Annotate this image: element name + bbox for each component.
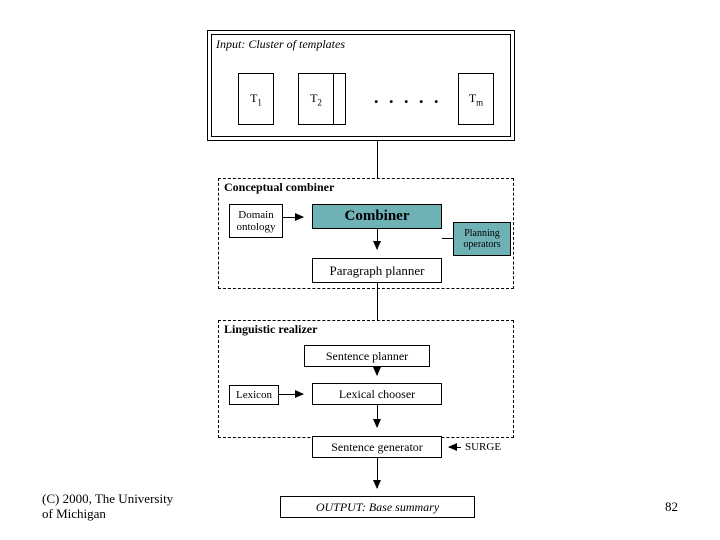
output-box: OUTPUT: Base summary (280, 496, 475, 518)
arrow-lexicon-to-chooser (279, 394, 303, 395)
sentence-planner-box: Sentence planner (304, 345, 430, 367)
lexical-chooser-box: Lexical chooser (312, 383, 442, 405)
tm-label: Tm (469, 91, 483, 107)
arrow-generator-to-surge-rev (449, 447, 461, 448)
arrow-lexical-to-generator (377, 405, 378, 427)
t1-label: T1 (250, 91, 262, 107)
input-panel: Input: Cluster of templates T1 T2 . . . … (207, 30, 515, 141)
domain-ontology-box: Domain ontology (229, 204, 283, 238)
template-t2: T2 (298, 73, 334, 125)
t2-label: T2 (310, 91, 322, 107)
realizer-panel (218, 320, 514, 438)
template-t1: T1 (238, 73, 274, 125)
arrow-domain-to-combiner (283, 217, 303, 218)
footer-copyright: (C) 2000, The University of Michigan (42, 491, 173, 522)
sentence-generator-box: Sentence generator (312, 436, 442, 458)
lexicon-box: Lexicon (229, 385, 279, 405)
arrow-generator-to-output (377, 458, 378, 488)
planning-operators-box: Planning operators (453, 222, 511, 256)
combiner-box: Combiner (312, 204, 442, 229)
template-dots: . . . . . (374, 87, 442, 108)
arrow-sentenceplanner-to-lexical (377, 367, 378, 375)
input-panel-title: Input: Cluster of templates (216, 37, 345, 52)
paragraph-planner-box: Paragraph planner (312, 258, 442, 283)
surge-label: SURGE (465, 441, 501, 453)
page-number: 82 (665, 499, 678, 515)
template-tm: Tm (458, 73, 494, 125)
realizer-panel-title: Linguistic realizer (224, 322, 317, 337)
combiner-panel-title: Conceptual combiner (224, 180, 334, 195)
arrow-planning-link (442, 238, 453, 239)
arrow-combiner-to-paragraph (377, 229, 378, 249)
